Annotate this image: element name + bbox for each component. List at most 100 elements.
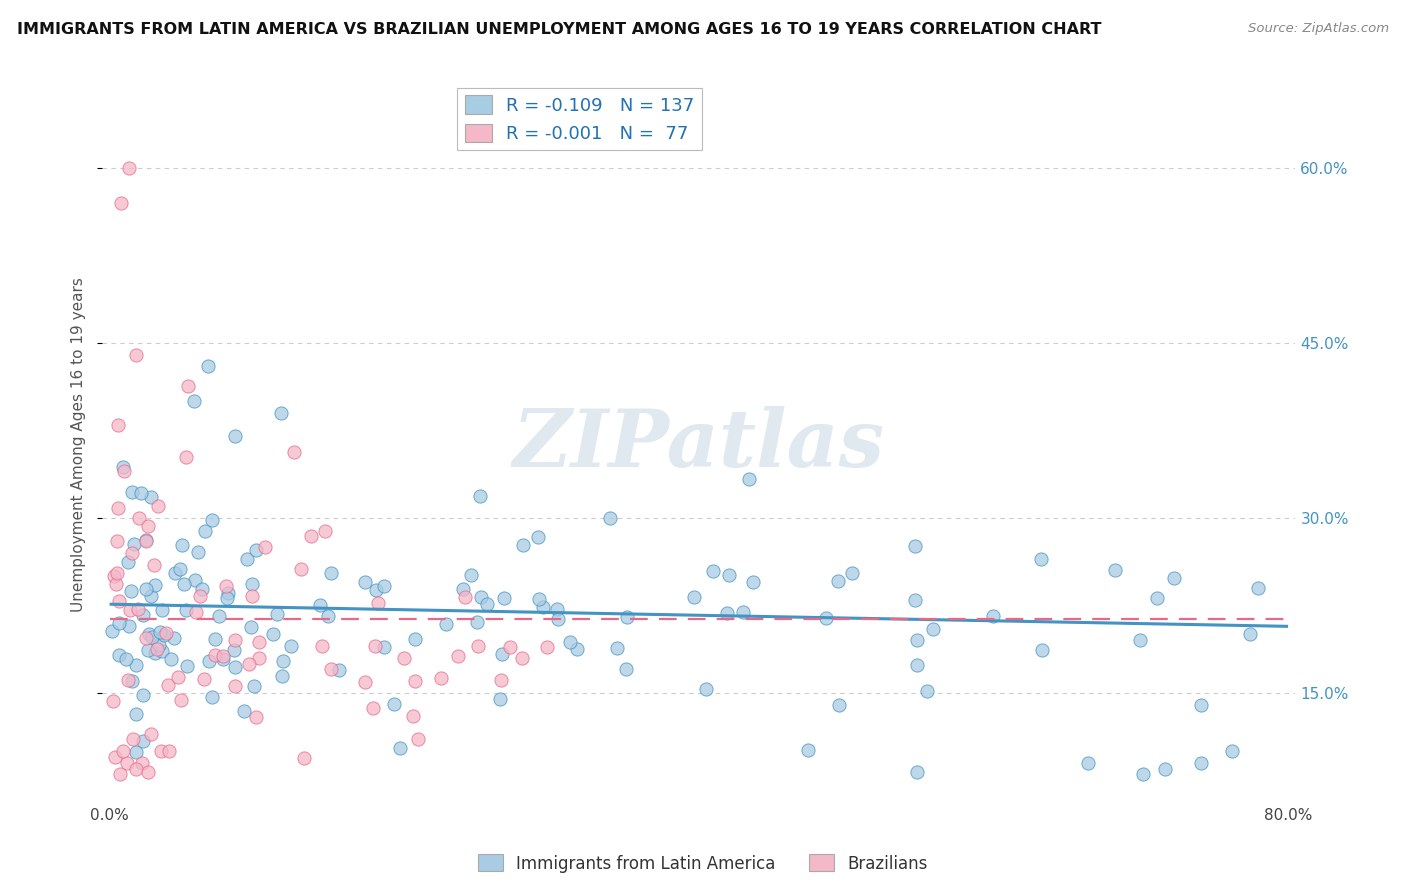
- Point: [166, 670, 188, 684]
- Point: [354, 574, 377, 589]
- Point: [716, 606, 738, 620]
- Point: [142, 558, 165, 572]
- Point: [742, 575, 765, 590]
- Point: [404, 632, 426, 647]
- Point: [224, 632, 246, 647]
- Point: [236, 552, 259, 566]
- Point: [238, 657, 260, 671]
- Point: [204, 632, 226, 646]
- Point: [292, 750, 315, 764]
- Point: [104, 577, 127, 591]
- Point: [917, 684, 939, 698]
- Point: [204, 648, 226, 663]
- Point: [141, 630, 163, 644]
- Point: [717, 568, 740, 582]
- Point: [366, 582, 388, 597]
- Point: [499, 640, 522, 655]
- Point: [233, 704, 256, 718]
- Point: [135, 534, 157, 549]
- Point: [108, 648, 131, 663]
- Point: [245, 710, 267, 724]
- Point: [526, 530, 548, 544]
- Point: [489, 673, 512, 687]
- Point: [558, 635, 581, 649]
- Point: [797, 743, 820, 757]
- Point: [249, 634, 271, 648]
- Point: [299, 529, 322, 543]
- Point: [309, 598, 332, 612]
- Point: [599, 511, 621, 525]
- Point: [981, 609, 1004, 624]
- Point: [614, 662, 637, 676]
- Point: [546, 601, 568, 615]
- Point: [155, 625, 177, 640]
- Point: [1239, 627, 1261, 641]
- Point: [188, 589, 211, 603]
- Point: [118, 161, 141, 175]
- Point: [143, 577, 166, 591]
- Point: [111, 744, 134, 758]
- Point: [828, 698, 851, 713]
- Point: [176, 659, 198, 673]
- Point: [121, 546, 143, 560]
- Point: [1189, 756, 1212, 770]
- Point: [702, 564, 724, 578]
- Point: [132, 607, 155, 622]
- Point: [217, 586, 239, 600]
- Point: [194, 524, 217, 538]
- Point: [217, 591, 239, 605]
- Point: [606, 640, 628, 655]
- Point: [143, 646, 166, 660]
- Point: [905, 658, 928, 673]
- Point: [222, 642, 245, 657]
- Point: [271, 669, 294, 683]
- Point: [1129, 632, 1152, 647]
- Point: [149, 624, 172, 639]
- Point: [146, 500, 169, 514]
- Point: [1077, 756, 1099, 770]
- Point: [311, 639, 333, 653]
- Point: [135, 582, 157, 596]
- Point: [224, 679, 246, 693]
- Point: [131, 688, 153, 702]
- Point: [139, 726, 162, 740]
- Point: [173, 576, 195, 591]
- Point: [367, 596, 389, 610]
- Point: [138, 627, 160, 641]
- Point: [125, 348, 148, 362]
- Point: [138, 764, 160, 779]
- Point: [547, 612, 569, 626]
- Point: [121, 485, 143, 500]
- Point: [201, 513, 224, 527]
- Point: [731, 605, 754, 619]
- Point: [328, 663, 350, 677]
- Point: [117, 619, 139, 633]
- Point: [245, 542, 267, 557]
- Point: [125, 657, 148, 672]
- Point: [131, 756, 153, 770]
- Point: [170, 693, 193, 707]
- Point: [159, 651, 181, 665]
- Point: [108, 767, 131, 781]
- Point: [364, 639, 387, 653]
- Point: [270, 406, 292, 420]
- Point: [153, 628, 176, 642]
- Point: [531, 600, 554, 615]
- Point: [283, 445, 305, 459]
- Point: [105, 534, 128, 549]
- Point: [135, 632, 157, 646]
- Point: [447, 648, 470, 663]
- Legend: Immigrants from Latin America, Brazilians: Immigrants from Latin America, Brazilian…: [471, 847, 935, 880]
- Point: [841, 566, 863, 580]
- Point: [318, 608, 340, 623]
- Point: [253, 541, 276, 555]
- Point: [247, 651, 270, 665]
- Point: [1031, 552, 1053, 566]
- Point: [827, 574, 849, 588]
- Point: [453, 582, 475, 597]
- Point: [184, 573, 207, 587]
- Point: [120, 603, 142, 617]
- Point: [187, 545, 209, 559]
- Point: [136, 519, 159, 533]
- Point: [904, 539, 927, 553]
